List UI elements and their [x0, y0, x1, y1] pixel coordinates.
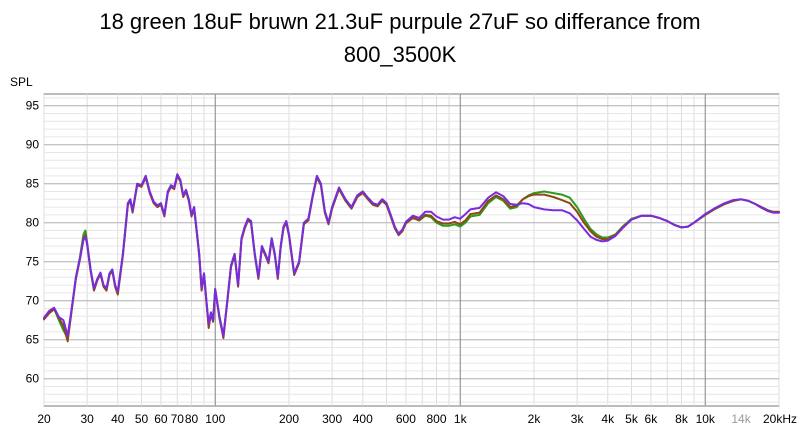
- y-tick-label: 60: [26, 372, 40, 386]
- x-tick-label: 30: [80, 412, 94, 426]
- x-tick-label: 1k: [454, 412, 468, 426]
- y-tick-label: 75: [26, 255, 40, 269]
- series-layer: [43, 173, 780, 343]
- x-tick-label: 600: [396, 412, 416, 426]
- x-tick-label: 20: [37, 412, 51, 426]
- x-tick-label: 10k: [696, 412, 716, 426]
- x-tick-label: 6k: [645, 412, 659, 426]
- x-tick-label: 200: [279, 412, 299, 426]
- x-tick-label: 300: [322, 412, 342, 426]
- chart-title-line-2: 800_3500K: [343, 42, 457, 67]
- x-tick-label: 14k: [731, 412, 751, 426]
- plot-area: [43, 93, 780, 407]
- y-tick-label: 95: [26, 99, 40, 113]
- y-axis-label: SPL: [10, 75, 33, 89]
- x-tick-label: 70: [171, 412, 185, 426]
- x-tick-label: 100: [205, 412, 225, 426]
- major-gridlines: [44, 94, 779, 406]
- chart-title-line-1: 18 green 18uF bruwn 21.3uF purpule 27uF …: [99, 9, 701, 34]
- x-tick-label: 50: [135, 412, 149, 426]
- x-tick-label: 5k: [625, 412, 639, 426]
- y-tick-label: 65: [26, 333, 40, 347]
- y-tick-label: 85: [26, 177, 40, 191]
- x-tick-label: 4k: [601, 412, 615, 426]
- x-tick-label: 60: [154, 412, 168, 426]
- x-tick-label: 400: [353, 412, 373, 426]
- x-tick-label: 2k: [528, 412, 542, 426]
- y-tick-label: 80: [26, 216, 40, 230]
- x-tick-label: 3k: [571, 412, 585, 426]
- x-tick-label: 20kHz: [763, 412, 797, 426]
- series-line-3: [43, 173, 780, 337]
- y-tick-label: 90: [26, 138, 40, 152]
- x-tick-label: 80: [185, 412, 199, 426]
- y-tick-label: 70: [26, 294, 40, 308]
- x-tick-label: 40: [111, 412, 125, 426]
- x-tick-label: 8k: [675, 412, 689, 426]
- x-tick-label: 800: [426, 412, 446, 426]
